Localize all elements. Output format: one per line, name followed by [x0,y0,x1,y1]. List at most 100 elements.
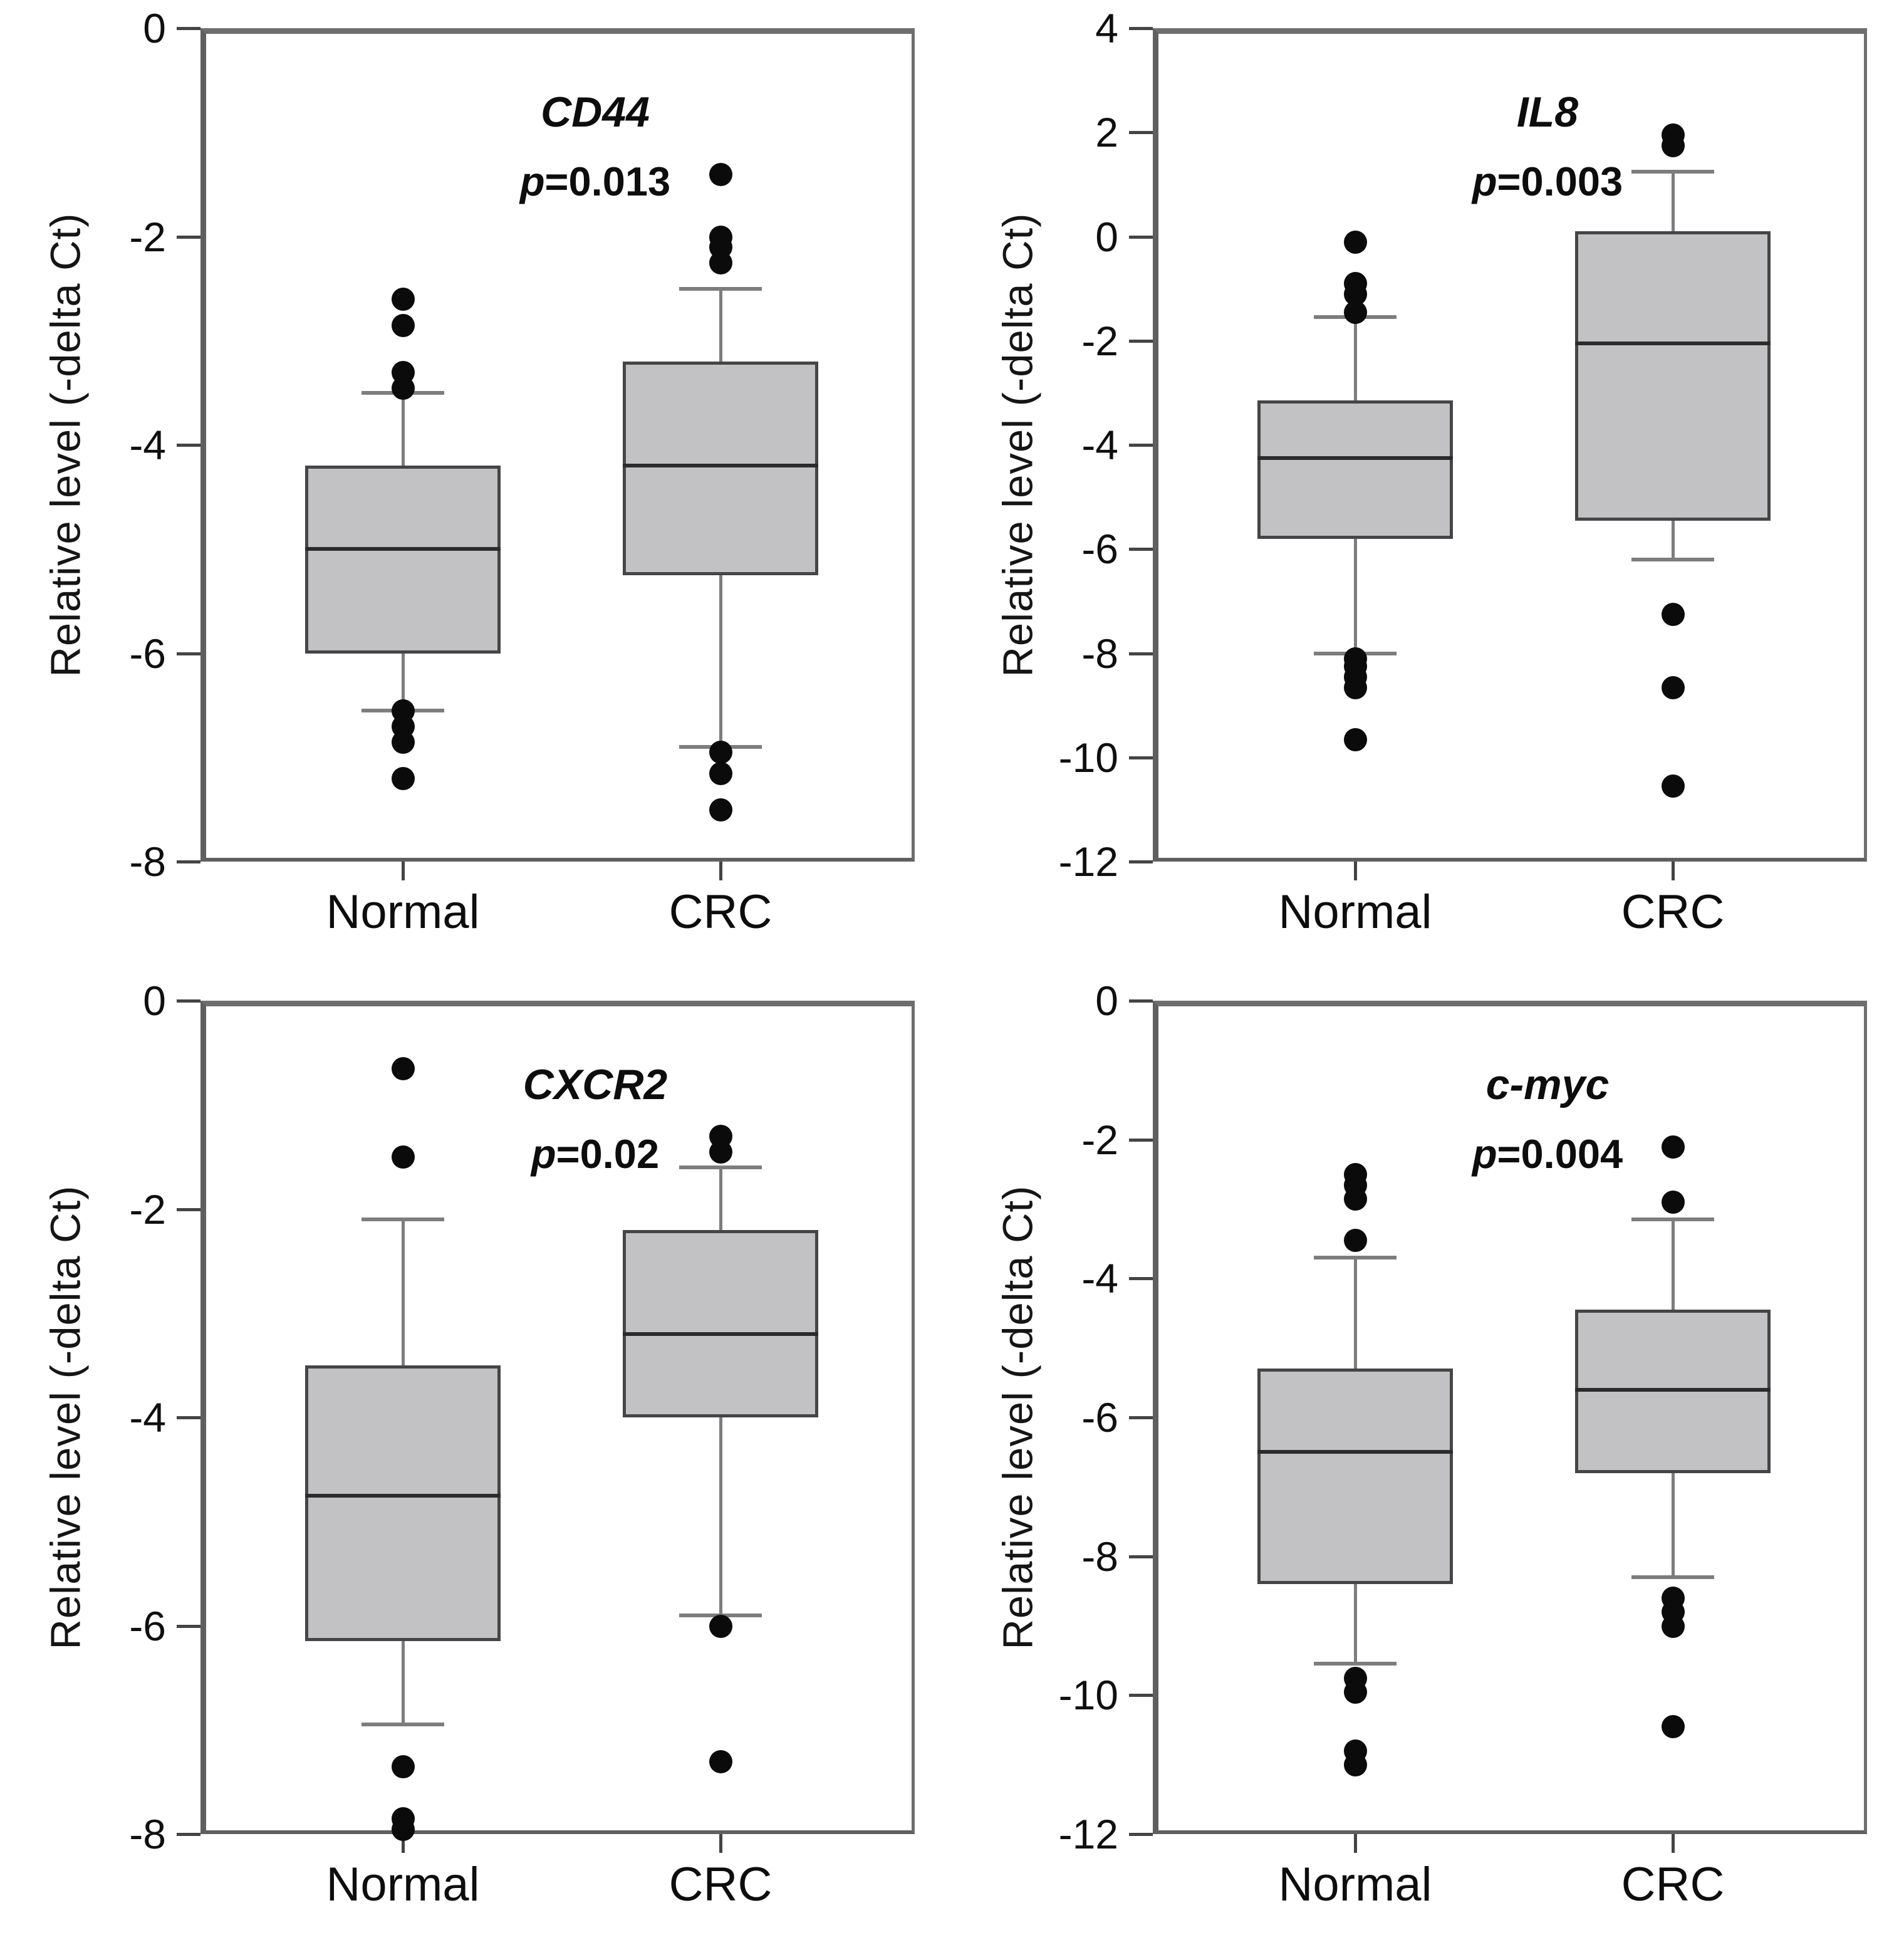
y-tick-label: 0 [1095,978,1118,1024]
y-tick-mark [177,860,200,863]
whisker-cap [1313,1662,1397,1666]
p-value-label: p=0.003 [1472,158,1623,205]
box [1257,1369,1453,1584]
y-tick-mark [177,444,200,447]
p-symbol: p [1472,159,1497,204]
box [622,1229,818,1417]
y-tick-label: -2 [129,1186,166,1233]
y-tick-label: -2 [129,213,166,260]
y-tick-mark [1129,1833,1153,1836]
outlier-dot [1343,1680,1367,1704]
y-tick-label: 4 [1095,5,1118,51]
y-tick-label: -8 [129,838,166,885]
y-tick-mark [1129,756,1153,759]
y-tick-label: -2 [1081,317,1118,364]
panel-cd44: Relative level (-delta Ct) CD44 p=0.013 … [0,0,952,972]
outlier-dot [391,730,415,754]
median-line [1574,341,1771,345]
y-tick-mark [177,652,200,655]
y-tick-mark [1129,999,1153,1003]
box [622,362,818,575]
x-category-crc: CRC [1621,1858,1725,1911]
p-symbol: p [519,159,545,204]
y-tick-label: -8 [129,1811,166,1857]
y-tick-label: -8 [1081,1533,1118,1580]
y-tick-label: -6 [129,630,166,677]
y-tick-mark [1129,27,1153,30]
outlier-dot [1661,1614,1685,1638]
panel-cxcr2: Relative level (-delta Ct) CXCR2 p=0.02 … [0,972,952,1945]
p-value-label: p=0.02 [531,1130,659,1177]
whisker-cap [361,1218,444,1222]
outlier-dot [709,162,732,186]
y-tick-label: -6 [1081,526,1118,573]
p-symbol: p [531,1131,556,1177]
x-tick-mark [401,1834,405,1853]
y-tick-mark [1129,131,1153,135]
y-tick-label: -4 [1081,422,1118,468]
x-tick-mark [1353,862,1357,880]
outlier-dot [1661,134,1685,158]
y-tick-mark [1129,339,1153,343]
outlier-dot [1343,675,1367,699]
x-tick-mark [719,1834,722,1853]
y-tick-label: -4 [129,422,166,468]
whisker-cap [361,1723,444,1727]
y-tick-mark [1129,1694,1153,1697]
y-tick-mark [1129,860,1153,863]
y-tick-label: -4 [129,1394,166,1441]
y-tick-mark [1129,444,1153,447]
median-line [1257,456,1453,460]
y-tick-label: -10 [1058,1672,1118,1719]
p-value: =0.02 [556,1131,660,1177]
y-tick-mark [1129,548,1153,551]
outlier-dot [1343,1187,1367,1211]
y-tick-mark [177,1833,200,1836]
outlier-dot [1661,774,1685,798]
outlier-dot [391,767,415,790]
p-symbol: p [1472,1131,1497,1177]
outlier-dot [1661,603,1685,627]
y-tick-label: 2 [1095,109,1118,156]
x-tick-mark [1671,1834,1675,1853]
median-line [622,1332,818,1336]
outlier-dot [1661,1715,1685,1739]
p-value: =0.013 [544,159,671,204]
outlier-dot [709,1749,732,1773]
y-tick-mark [177,235,200,239]
whisker-cap [1631,1575,1714,1579]
panel-cmyc: Relative level (-delta Ct) c-myc p=0.004… [952,972,1904,1945]
y-tick-mark [1129,1416,1153,1419]
y-tick-label: -12 [1058,838,1118,885]
y-tick-label: -6 [1081,1394,1118,1441]
y-tick-mark [1129,235,1153,239]
y-tick-label: -6 [129,1602,166,1649]
whisker-cap [1313,1256,1397,1260]
x-category-crc: CRC [1621,885,1725,939]
gene-title: c-myc [1485,1061,1610,1108]
outlier-dot [709,1140,732,1164]
whisker-cap [1631,169,1714,174]
y-tick-label: -10 [1058,734,1118,781]
gene-title: CD44 [541,88,650,136]
y-tick-mark [177,1416,200,1419]
p-value: =0.004 [1497,1131,1623,1177]
median-line [622,464,818,468]
p-value-label: p=0.004 [1472,1130,1623,1177]
x-category-normal: Normal [1278,1858,1432,1911]
x-category-crc: CRC [668,885,773,939]
y-tick-mark [1129,1277,1153,1281]
median-line [1574,1387,1771,1392]
gene-title: CXCR2 [523,1061,668,1108]
y-tick-label: -8 [1081,630,1118,677]
x-tick-mark [719,862,722,880]
y-tick-label: 0 [143,978,166,1024]
whisker-cap [1631,557,1714,561]
whisker-cap [679,286,762,291]
median-line [1257,1450,1453,1454]
outlier-dot [1661,675,1685,699]
x-category-normal: Normal [1278,885,1432,939]
y-tick-mark [177,1207,200,1211]
p-value: =0.003 [1497,159,1623,204]
y-tick-mark [177,27,200,30]
